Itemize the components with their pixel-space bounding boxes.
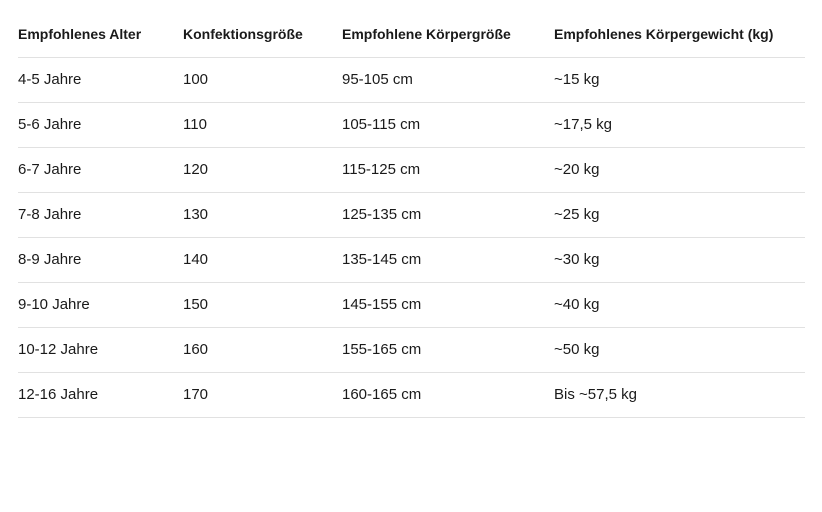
table-row: 12-16 Jahre 170 160-165 cm Bis ~57,5 kg [18,372,805,418]
cell-size: 120 [183,147,342,193]
column-header-weight: Empfohlenes Körpergewicht (kg) [554,12,805,58]
cell-weight: ~30 kg [554,237,805,283]
size-chart-page: Empfohlenes Alter Konfektionsgröße Empfo… [18,12,805,418]
table-row: 7-8 Jahre 130 125-135 cm ~25 kg [18,192,805,238]
table-row: 8-9 Jahre 140 135-145 cm ~30 kg [18,237,805,283]
cell-weight: ~20 kg [554,147,805,193]
table-row: 9-10 Jahre 150 145-155 cm ~40 kg [18,282,805,328]
table-row: 4-5 Jahre 100 95-105 cm ~15 kg [18,57,805,103]
cell-weight: ~25 kg [554,192,805,238]
cell-age: 12-16 Jahre [18,372,183,418]
cell-weight: Bis ~57,5 kg [554,372,805,418]
cell-age: 10-12 Jahre [18,327,183,373]
cell-size: 170 [183,372,342,418]
cell-age: 4-5 Jahre [18,57,183,103]
cell-height: 95-105 cm [342,57,554,103]
column-header-size: Konfektionsgröße [183,12,342,58]
cell-height: 115-125 cm [342,147,554,193]
cell-age: 7-8 Jahre [18,192,183,238]
cell-height: 135-145 cm [342,237,554,283]
cell-height: 125-135 cm [342,192,554,238]
cell-size: 160 [183,327,342,373]
cell-height: 160-165 cm [342,372,554,418]
column-header-age: Empfohlenes Alter [18,12,183,58]
size-table: Empfohlenes Alter Konfektionsgröße Empfo… [18,12,805,418]
table-header-row: Empfohlenes Alter Konfektionsgröße Empfo… [18,12,805,58]
table-row: 6-7 Jahre 120 115-125 cm ~20 kg [18,147,805,193]
cell-age: 9-10 Jahre [18,282,183,328]
cell-size: 140 [183,237,342,283]
table-row: 10-12 Jahre 160 155-165 cm ~50 kg [18,327,805,373]
cell-weight: ~50 kg [554,327,805,373]
cell-size: 130 [183,192,342,238]
cell-age: 5-6 Jahre [18,102,183,148]
cell-age: 8-9 Jahre [18,237,183,283]
cell-size: 150 [183,282,342,328]
cell-height: 155-165 cm [342,327,554,373]
cell-size: 110 [183,102,342,148]
cell-height: 105-115 cm [342,102,554,148]
cell-size: 100 [183,57,342,103]
cell-weight: ~40 kg [554,282,805,328]
cell-weight: ~15 kg [554,57,805,103]
column-header-height: Empfohlene Körpergröße [342,12,554,58]
table-row: 5-6 Jahre 110 105-115 cm ~17,5 kg [18,102,805,148]
cell-height: 145-155 cm [342,282,554,328]
cell-age: 6-7 Jahre [18,147,183,193]
cell-weight: ~17,5 kg [554,102,805,148]
